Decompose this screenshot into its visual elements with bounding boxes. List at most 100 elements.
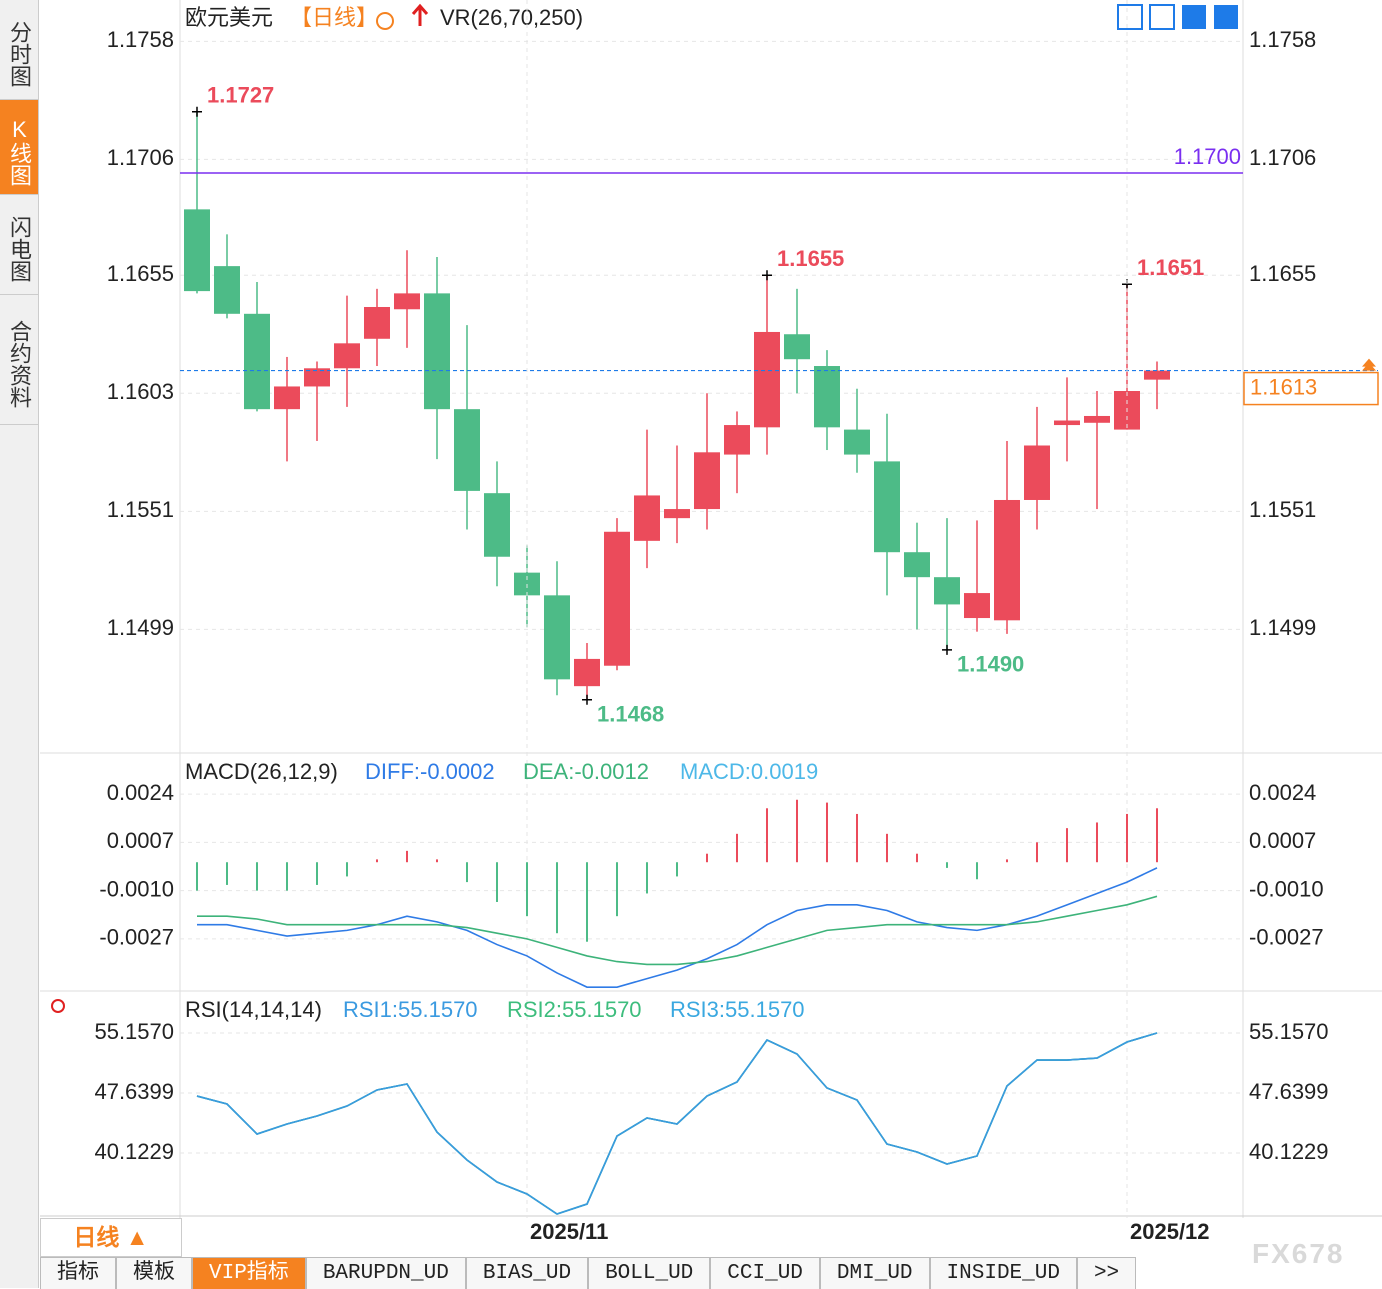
candle-body (814, 366, 840, 428)
extreme-label: 1.1727 (207, 83, 274, 108)
candle-body (454, 409, 480, 491)
candle-body (514, 572, 540, 596)
y-tick-label: 47.6399 (94, 1079, 174, 1104)
legend-entry: RSI1:55.1570 (343, 997, 478, 1022)
y-tick-label: 0.0024 (107, 780, 174, 805)
candle-body (784, 334, 810, 360)
side-tab[interactable]: 分时图 (0, 0, 38, 100)
extreme-marker (762, 270, 772, 281)
candle-body (1084, 415, 1110, 423)
side-tab[interactable]: K线图 (0, 100, 38, 195)
y-tick-label-right: 55.1570 (1249, 1019, 1329, 1044)
candle-body (244, 313, 270, 410)
extreme-label: 1.1490 (957, 652, 1024, 677)
y-tick-label-right: 1.1551 (1249, 497, 1316, 522)
legend-entry: DIFF:-0.0002 (365, 759, 495, 784)
candle-body (604, 531, 630, 666)
period-button[interactable]: 日线 ▲ (40, 1218, 182, 1257)
indicator-tab[interactable]: 模板 (116, 1257, 192, 1289)
y-tick-label: 1.1706 (107, 145, 174, 170)
legend-entry: DEA:-0.0012 (523, 759, 649, 784)
series-line (196, 1032, 1158, 1215)
side-tab[interactable]: 闪电图 (0, 195, 38, 295)
candle-body (334, 343, 360, 369)
candle-body (904, 552, 930, 578)
indicator-tab[interactable]: BIAS_UD (465, 1257, 589, 1289)
indicator-tab[interactable]: BARUPDN_UD (305, 1257, 466, 1289)
side-tab[interactable]: 合约资料 (0, 295, 38, 425)
candle-body (754, 331, 780, 428)
candle-body (364, 306, 390, 339)
extreme-label: 1.1655 (777, 246, 844, 271)
y-tick-label-right: 1.1758 (1249, 27, 1316, 52)
tool-icon[interactable] (1149, 4, 1175, 30)
panel-title: RSI(14,14,14) (185, 997, 322, 1022)
y-tick-label-right: 0.0024 (1249, 780, 1316, 805)
candle-body (844, 429, 870, 455)
candle-body (724, 425, 750, 455)
candle-body (934, 577, 960, 605)
legend-entry: RSI3:55.1570 (670, 997, 805, 1022)
add-icon[interactable] (376, 12, 394, 30)
extreme-marker (582, 694, 592, 705)
last-price-arrow (1362, 358, 1376, 371)
indicator-tab[interactable]: >> (1076, 1257, 1137, 1289)
candle-body (484, 493, 510, 557)
indicator-tab[interactable]: 指标 (40, 1257, 116, 1289)
y-tick-label-right: 1.1706 (1249, 145, 1316, 170)
y-tick-label: 1.1551 (107, 497, 174, 522)
candle-body (274, 386, 300, 410)
candle-body (694, 452, 720, 510)
extreme-label: 1.1651 (1137, 255, 1204, 280)
candle-body (874, 461, 900, 553)
indicator-tab[interactable]: BOLL_UD (588, 1257, 711, 1289)
y-tick-label-right: 0.0007 (1249, 828, 1316, 853)
extreme-marker (942, 644, 952, 655)
y-tick-label: 1.1758 (107, 27, 174, 52)
arrow-icon (411, 3, 429, 26)
candle-body (184, 209, 210, 292)
tool-icon[interactable] (1117, 4, 1143, 30)
candle-body (1024, 445, 1050, 500)
indicator-tab[interactable]: CCI_UD (710, 1257, 820, 1289)
candle-body (634, 495, 660, 541)
indicator-tab[interactable]: DMI_UD (819, 1257, 930, 1289)
panel-title: MACD(26,12,9) (185, 759, 338, 784)
candle-body (1054, 420, 1080, 426)
tool-icon[interactable] (1214, 5, 1238, 29)
y-tick-label-right: 47.6399 (1249, 1079, 1329, 1104)
y-tick-label: -0.0027 (99, 925, 174, 950)
series-line (197, 867, 1158, 988)
sidebar: 分时图 K线图 闪电图 合约资料 (0, 0, 39, 1288)
indicator-label: VR(26,70,250) (440, 5, 583, 30)
candle-body (994, 499, 1020, 621)
candle-body (964, 593, 990, 619)
candle-body (304, 368, 330, 387)
candle-body (1144, 370, 1170, 380)
x-tick-label: 2025/12 (1130, 1219, 1210, 1244)
last-price-box (1243, 371, 1379, 406)
y-tick-label: 0.0007 (107, 828, 174, 853)
y-tick-label: 1.1603 (107, 379, 174, 404)
extreme-marker (192, 106, 202, 117)
y-tick-label: 55.1570 (94, 1019, 174, 1044)
indicator-tabs: 指标 模板 VIP指标 BARUPDN_UD BIAS_UD BOLL_UD CCI_UD D… (40, 1257, 1137, 1289)
legend-entry: RSI2:55.1570 (507, 997, 642, 1022)
candle-body (664, 509, 690, 519)
toolbar-icons[interactable] (1117, 4, 1238, 30)
series-line (197, 895, 1158, 966)
y-tick-label: 1.1655 (107, 261, 174, 286)
y-tick-label-right: -0.0027 (1249, 925, 1324, 950)
watermark: FX678 (1252, 1238, 1345, 1269)
settings-icon[interactable] (51, 999, 65, 1013)
symbol-title: 欧元美元 (185, 5, 273, 30)
y-tick-label-right: 1.1655 (1249, 261, 1316, 286)
indicator-tab[interactable]: VIP指标 (192, 1257, 306, 1289)
tool-icon[interactable] (1182, 5, 1206, 29)
indicator-tab[interactable]: INSIDE_UD (929, 1257, 1077, 1289)
last-price-label: 1.1613 (1250, 374, 1317, 399)
y-tick-label: -0.0010 (99, 876, 174, 901)
y-tick-label: 40.1229 (94, 1139, 174, 1164)
